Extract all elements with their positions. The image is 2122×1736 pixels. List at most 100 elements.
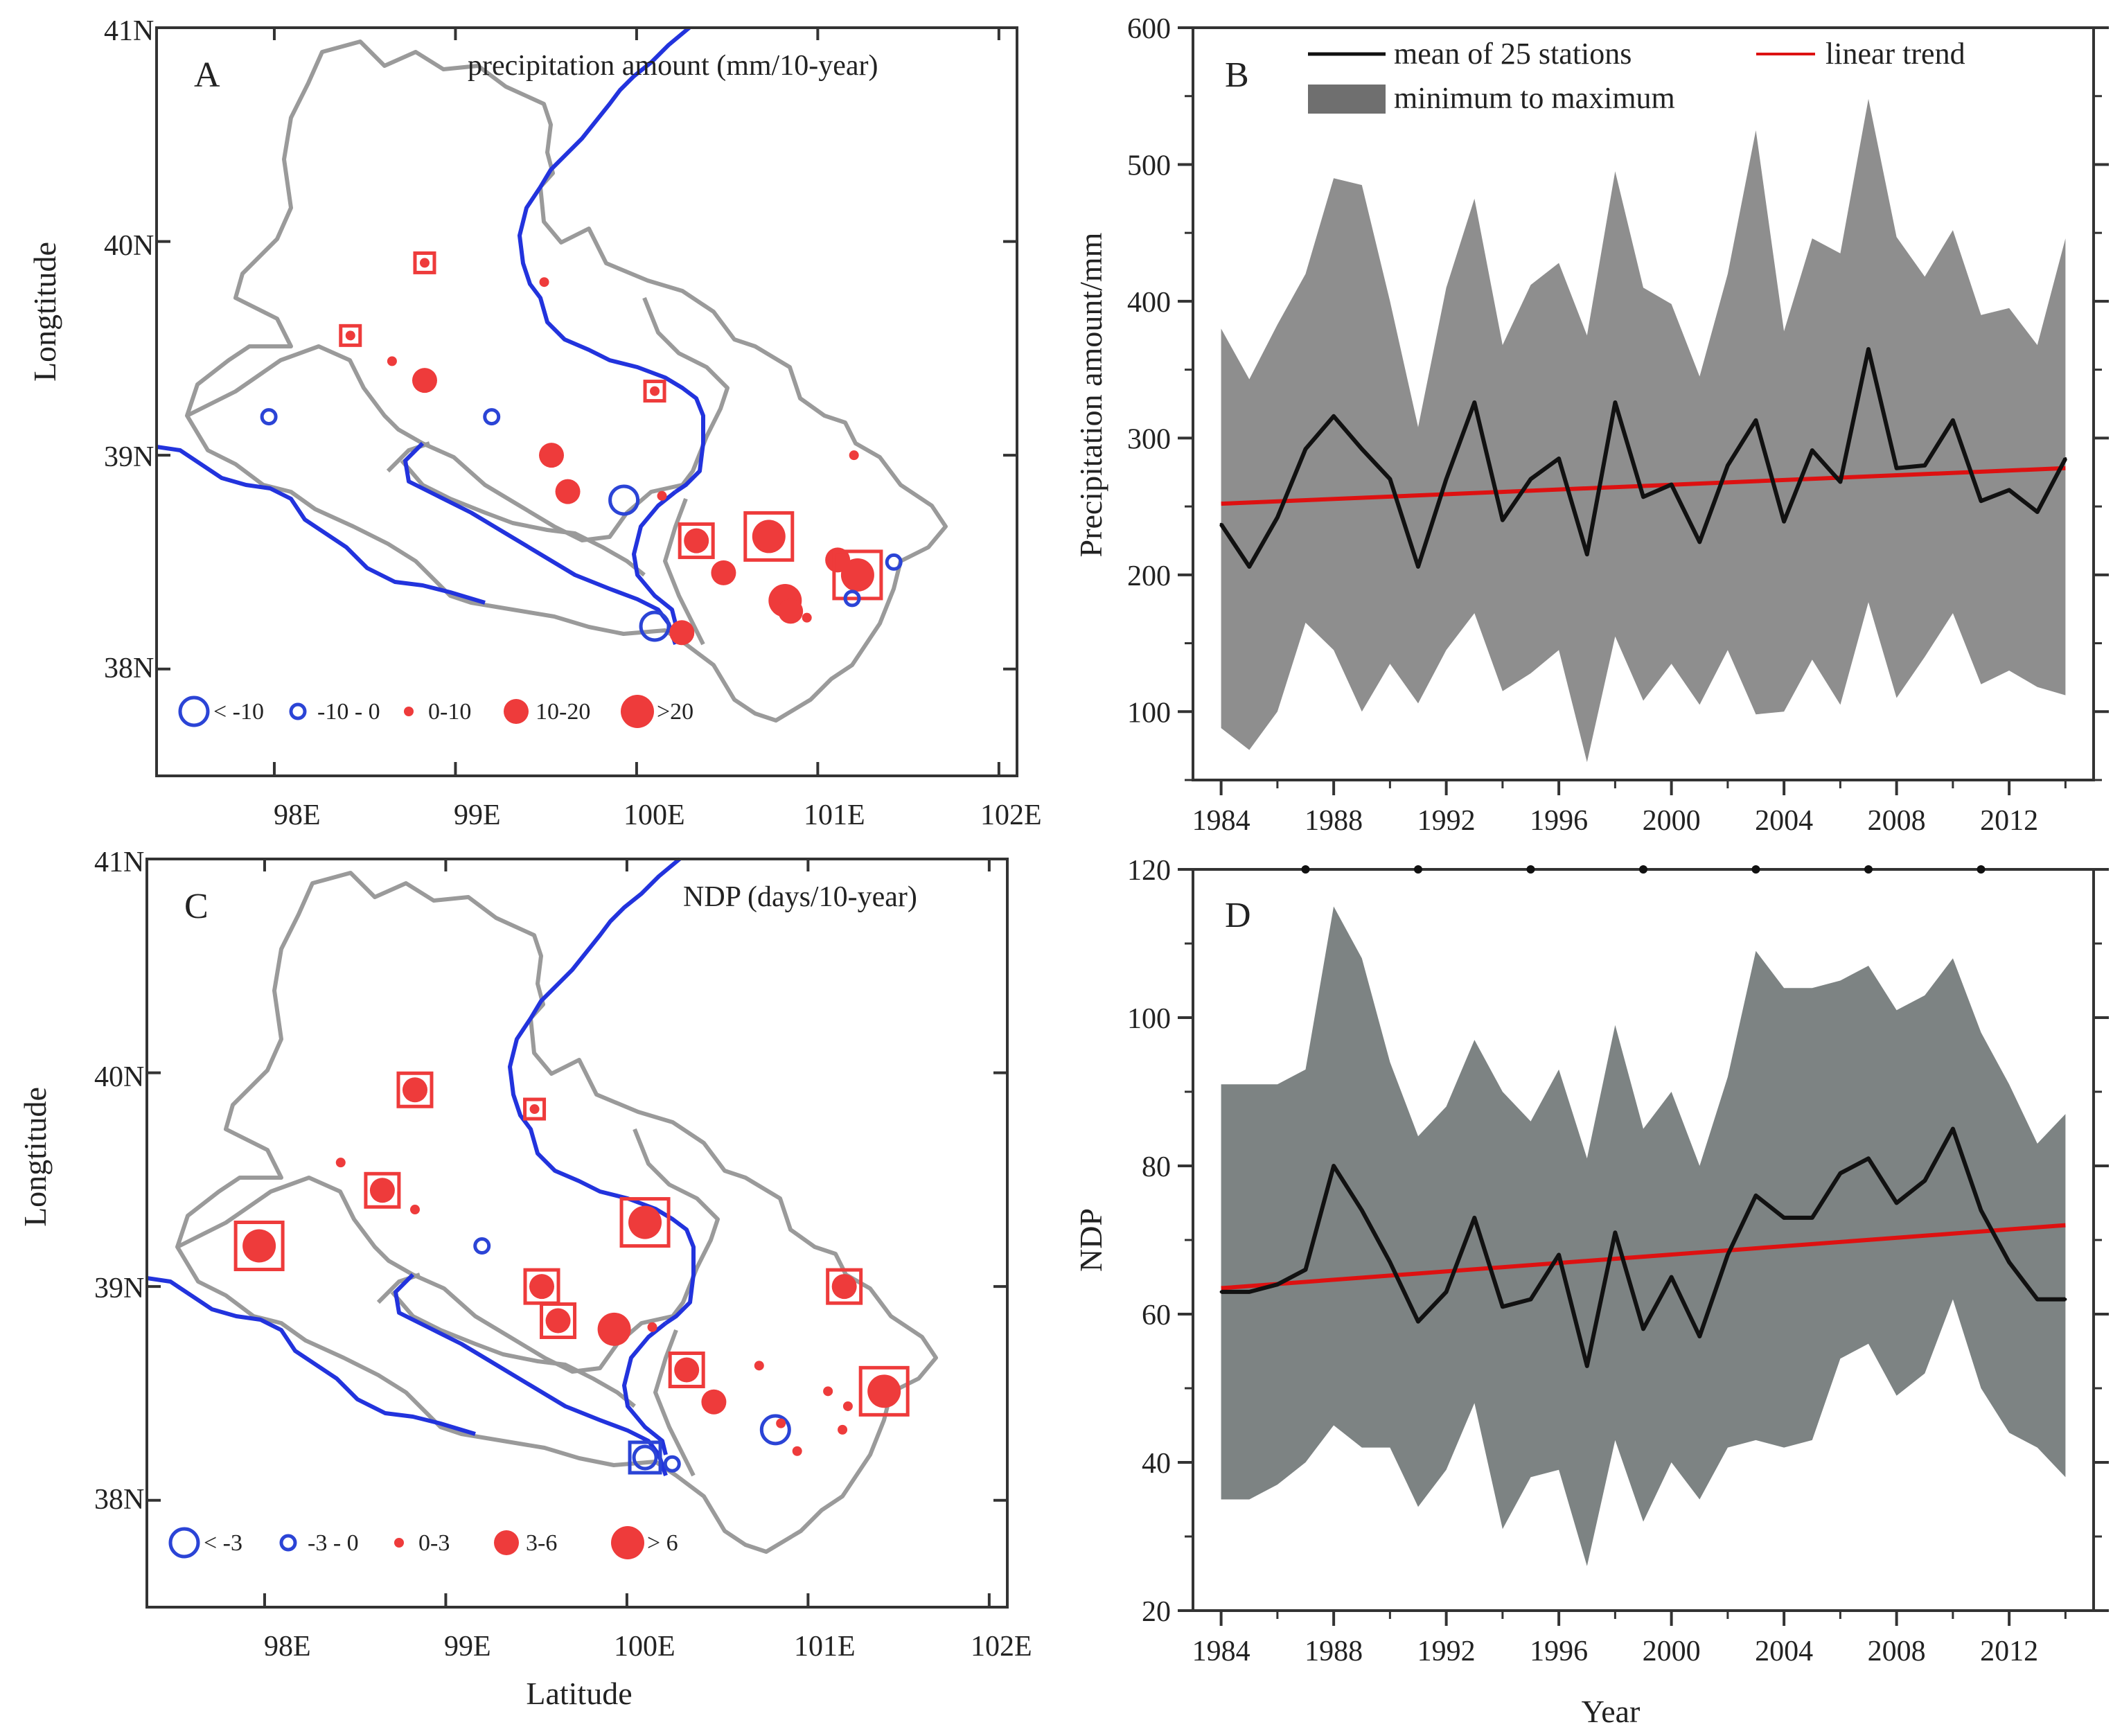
panel-d-x-tick-label: 1984 <box>1192 1636 1250 1667</box>
panel-d-mean-point <box>1248 1290 1251 1293</box>
panel-c-legend-item-negative-marker <box>279 1534 297 1552</box>
panel-b-mean-point <box>1951 418 1954 422</box>
panel-b-mean-point <box>1839 480 1842 484</box>
panel-d-top-marker <box>1864 865 1873 874</box>
panel-a-legend-label: >20 <box>657 699 693 725</box>
panel-a-rivers <box>156 26 705 645</box>
panel-c-station-positive-marker <box>792 1446 802 1456</box>
panel-a-ylabel-41: 41N <box>104 15 154 47</box>
panel-c-legend: < -3 -3 - 0 0-3 3-6 > 6 <box>168 1526 678 1559</box>
panel-c-ylabel-41: 41N <box>94 847 144 878</box>
panel-d-mean-point <box>1895 1201 1898 1205</box>
panel-c-station-positive-marker <box>776 1418 786 1428</box>
panel-b-x-tick-label: 2004 <box>1755 805 1813 837</box>
panel-d-mean-point <box>1923 1179 1927 1183</box>
panel-a-xlabel-101: 101E <box>804 799 865 831</box>
panel-b-y-tick-label: 400 <box>1127 287 1171 319</box>
panel-b-x-tick-label: 1996 <box>1530 805 1588 837</box>
panel-c-legend-item-negative-marker <box>168 1527 200 1559</box>
panel-a-legend-item-positive-marker <box>504 699 529 724</box>
panel-b-mean-point <box>1219 522 1223 526</box>
panel-d-mean-points <box>1219 1127 2067 1367</box>
panel-a-station-positive-marker <box>778 599 804 624</box>
panel-c-xlabel-100: 100E <box>614 1631 675 1663</box>
panel-b-trend-line <box>1221 466 2066 506</box>
panel-b-mean-point <box>1979 499 1983 503</box>
panel-c-station-positive-marker <box>545 1308 571 1334</box>
panel-b-y-tick-label: 600 <box>1127 13 1171 45</box>
panel-c-legend-label: < -3 <box>204 1530 242 1556</box>
panel-c-rivers <box>146 857 696 1476</box>
panel-d-mean-point <box>1867 1157 1870 1160</box>
panel-a-xlabel-100: 100E <box>624 799 685 831</box>
panel-d-x-tick-label: 2000 <box>1643 1636 1701 1667</box>
panel-d-mean-point <box>1332 1164 1336 1167</box>
panel-d-top-marker <box>1639 865 1647 874</box>
panel-c-xlabel-102: 102E <box>971 1631 1032 1663</box>
panel-b-mean-point <box>1417 565 1420 568</box>
panel-d-mean-point <box>1360 1209 1363 1212</box>
panel-a-xlabel-99: 99E <box>454 799 501 831</box>
panel-c-station-significance-square <box>628 1440 662 1475</box>
panel-d-mean-point <box>1473 1216 1476 1219</box>
panel-c-station-positive-marker <box>402 1077 427 1103</box>
panel-b-mean-point <box>2035 510 2039 513</box>
panel-a-xlabel-98: 98E <box>274 799 321 831</box>
panel-d-mean-point <box>1951 1127 1954 1131</box>
panel-c-station-significance-square <box>540 1302 577 1340</box>
panel-c-station-negative-marker <box>632 1444 658 1471</box>
panel-d-mean-point <box>1417 1320 1420 1323</box>
panel-c-title: NDP (days/10-year) <box>683 881 917 913</box>
panel-a-station-positive-marker <box>419 258 430 268</box>
panel-d-mean-point <box>1726 1253 1729 1257</box>
panel-c-station-significance-square <box>233 1221 285 1272</box>
panel-a-station-significance-square <box>678 522 715 560</box>
panel-b-mean-point <box>1332 414 1336 418</box>
panel-b-mean-point <box>1754 418 1758 422</box>
panel-d-mean-point <box>1979 1209 1983 1212</box>
panel-d-x-tick-label: 1988 <box>1305 1636 1363 1667</box>
panel-d-top-marker <box>1751 865 1760 874</box>
panel-c-station-positive-marker <box>647 1322 657 1332</box>
panel-c-station-positive-marker <box>831 1274 857 1300</box>
legend-trend-label: linear trend <box>1825 37 1965 71</box>
panel-d-mean-point <box>1810 1216 1814 1219</box>
panel-d-mean-point <box>1219 1290 1223 1293</box>
panel-c-station-positive-marker <box>842 1401 853 1411</box>
panel-a-legend-item-positive-marker <box>621 695 654 728</box>
panel-b-mean-point <box>1698 540 1701 544</box>
panel-b-ticks <box>1178 26 2109 795</box>
panel-d-ticks <box>1178 865 2109 1626</box>
panel-b-mean-point <box>1895 466 1898 470</box>
panel-b-x-tick-label: 2012 <box>1980 805 2038 837</box>
panel-b-mean-point <box>1557 457 1561 460</box>
panel-b-x-tick-label: 2000 <box>1643 805 1701 837</box>
panel-a-legend-item-positive-marker <box>404 707 414 716</box>
panel-a-station-significance-square <box>643 380 666 403</box>
panel-d-y-tick-label: 80 <box>1142 1151 1171 1183</box>
panel-d-mean-point <box>2064 1297 2067 1301</box>
panel-b-y-tick-label: 300 <box>1127 423 1171 455</box>
panel-d-mean-point <box>2035 1297 2039 1301</box>
panel-c-xlabel-101: 101E <box>794 1631 856 1663</box>
panel-b-y-tick-label: 200 <box>1127 560 1171 592</box>
panel-a-station-positive-marker <box>669 620 695 646</box>
panel-a-station-positive-marker <box>539 443 565 468</box>
panel-b-mean-point <box>1444 477 1448 481</box>
panel-c-station-positive-marker <box>838 1424 848 1435</box>
panel-a-legend-label: 0-10 <box>428 699 471 725</box>
panel-b-mean-point <box>1810 449 1814 452</box>
panel-b-mean-point <box>1867 348 1870 351</box>
panel-d-x-tick-label: 2004 <box>1755 1636 1813 1667</box>
panel-a-station-positive-marker <box>412 368 437 393</box>
panel-d-top-marker <box>1526 865 1535 874</box>
panel-d-x-tick-label: 1996 <box>1530 1636 1588 1667</box>
legend-band-label: minimum to maximum <box>1394 81 1675 115</box>
panel-d-trend-line <box>1221 1223 2066 1291</box>
panel-b-mean-point <box>1923 463 1927 467</box>
panel-b-chart: 100 200 300 400 500 600 1984 1988 1992 1996 2000 2… <box>1073 13 2109 837</box>
panel-a-watershed-boundary <box>185 39 948 723</box>
panel-c-ylabel-38: 38N <box>94 1484 144 1516</box>
panel-d-y-tick-label: 60 <box>1142 1300 1171 1331</box>
